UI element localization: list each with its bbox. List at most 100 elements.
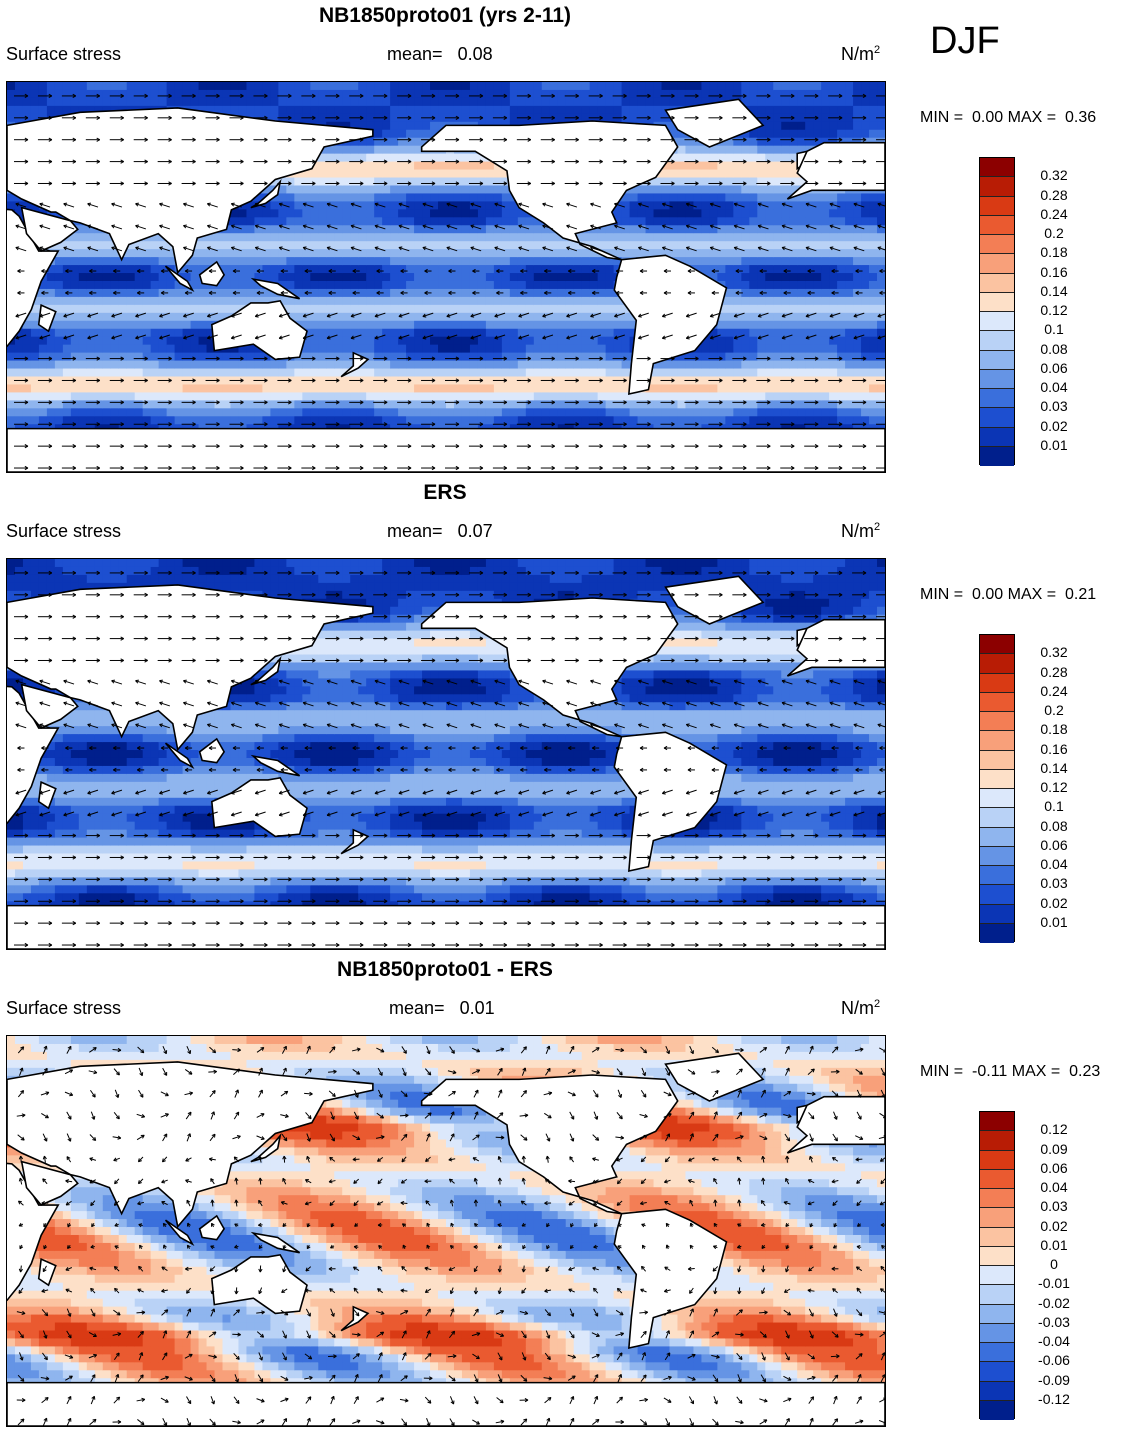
land-madagascar — [37, 1257, 57, 1287]
colorbar-swatch — [980, 712, 1014, 732]
land-africa — [7, 685, 60, 825]
panel-ers: ERS Surface stress mean= 0.07 N/m2 — [0, 477, 900, 957]
colorbar-swatch — [980, 885, 1014, 905]
colorbar-tick-label: 0.18 — [1032, 721, 1076, 737]
colorbar-tick-label: 0.1 — [1032, 798, 1076, 814]
colorbar-swatch — [980, 1362, 1014, 1382]
land-nz — [340, 1305, 370, 1332]
colorbar-swatch — [980, 808, 1014, 828]
panel-difference: NB1850proto01 - ERS Surface stress mean=… — [0, 954, 900, 1434]
colorbar-tick-label: 0.28 — [1032, 664, 1076, 680]
colorbar-tick-label: -0.12 — [1032, 1391, 1076, 1407]
land-greenland — [664, 575, 765, 625]
land-africa — [7, 1162, 60, 1302]
land-sumatra — [164, 265, 195, 293]
colorbar-tick-label: -0.04 — [1032, 1333, 1076, 1349]
colorbar-tick-label: 0.04 — [1032, 379, 1076, 395]
colorbar-swatch — [980, 750, 1014, 770]
colorbar-tick-label: 0 — [1032, 1256, 1076, 1272]
colorbar-tick-label: 0.24 — [1032, 683, 1076, 699]
colorbar-tick-label: 0.03 — [1032, 875, 1076, 891]
panel-title: NB1850proto01 - ERS — [0, 958, 890, 982]
land-antarctica — [7, 427, 885, 472]
min-max-readout: MIN = -0.11 MAX = 0.23 — [920, 1063, 1100, 1081]
colorbar — [979, 1111, 1015, 1420]
colorbar-tick-label: -0.09 — [1032, 1372, 1076, 1388]
colorbar-tick-label: 0.08 — [1032, 818, 1076, 834]
min-max-readout: MIN = 0.00 MAX = 0.21 — [920, 586, 1096, 604]
land-antarctica — [7, 1381, 885, 1426]
colorbar-tick-label: 0.28 — [1032, 187, 1076, 203]
colorbar-swatch — [980, 235, 1014, 255]
map-canvas — [7, 1036, 885, 1426]
colorbar-swatch — [980, 331, 1014, 351]
colorbar — [979, 634, 1015, 943]
coastlines — [7, 98, 885, 472]
coastlines — [7, 575, 885, 949]
land-madagascar — [37, 303, 57, 333]
colorbar-panel: MIN = 0.00 MAX = 0.36 0.32 0.28 0.24 0.2 0.1… — [910, 0, 1126, 480]
colorbar-swatch — [980, 196, 1014, 216]
colorbar-tick-label: 0.01 — [1032, 914, 1076, 930]
land-sumatra — [164, 742, 195, 770]
colorbar-tick-label: 0.24 — [1032, 206, 1076, 222]
colorbar-swatch — [980, 1189, 1014, 1209]
field-label: Surface stress — [6, 521, 121, 542]
colorbar-tick-label: 0.06 — [1032, 360, 1076, 376]
colorbar-tick-label: -0.02 — [1032, 1295, 1076, 1311]
land-newguinea — [250, 1231, 301, 1254]
colorbar-swatch — [980, 1343, 1014, 1363]
colorbar-tick-label: -0.03 — [1032, 1314, 1076, 1330]
colorbar-swatch — [980, 654, 1014, 674]
land-namerica — [420, 1074, 679, 1215]
colorbar-swatch — [980, 1208, 1014, 1228]
colorbar-tick-label: 0.32 — [1032, 644, 1076, 660]
colorbar-tick-label: 0.12 — [1032, 302, 1076, 318]
colorbar — [979, 157, 1015, 466]
land-europe — [786, 141, 885, 200]
land-africa — [7, 208, 60, 348]
stress-vectors — [13, 93, 885, 471]
colorbar-swatch — [980, 1131, 1014, 1151]
colorbar-tick-label: -0.01 — [1032, 1275, 1076, 1291]
land-samerica — [613, 731, 728, 873]
land-arabia — [20, 206, 79, 253]
colorbar-swatch — [980, 1400, 1014, 1420]
colorbar-tick-label: 0.03 — [1032, 1198, 1076, 1214]
field-label: Surface stress — [6, 44, 121, 65]
colorbar-swatch — [980, 769, 1014, 789]
colorbar-swatch — [980, 692, 1014, 712]
colorbar-swatch — [980, 1285, 1014, 1305]
colorbar-tick-label: 0.03 — [1032, 398, 1076, 414]
colorbar-tick-label: 0.09 — [1032, 1141, 1076, 1157]
colorbar-panel: MIN = -0.11 MAX = 0.23 0.12 0.09 0.06 0.04 0… — [910, 954, 1126, 1434]
land-europe — [786, 618, 885, 677]
panel-title: ERS — [0, 481, 890, 505]
land-eurasia — [7, 107, 374, 275]
colorbar-swatch — [980, 350, 1014, 370]
season-label: DJF — [930, 20, 1000, 63]
land-sumatra — [164, 1219, 195, 1247]
colorbar-tick-label: 0.14 — [1032, 760, 1076, 776]
colorbar-tick-label: 0.14 — [1032, 283, 1076, 299]
land-samerica — [613, 1208, 728, 1350]
colorbar-swatch — [980, 1323, 1014, 1343]
colorbar-panel: MIN = 0.00 MAX = 0.21 0.32 0.28 0.24 0.2 0.1… — [910, 477, 1126, 957]
colorbar-swatch — [980, 1246, 1014, 1266]
colorbar-swatch — [980, 273, 1014, 293]
colorbar-tick-label: 0.01 — [1032, 437, 1076, 453]
colorbar-tick-label: 0.1 — [1032, 321, 1076, 337]
units-label: N/m2 — [841, 521, 880, 542]
colorbar-swatch — [980, 1304, 1014, 1324]
panel-title: NB1850proto01 (yrs 2-11) — [0, 4, 890, 28]
land-borneo — [198, 260, 226, 287]
land-eurasia — [7, 584, 374, 752]
colorbar-swatch — [980, 827, 1014, 847]
land-borneo — [198, 1214, 226, 1241]
colorbar-tick-label: 0.02 — [1032, 418, 1076, 434]
panel-model: NB1850proto01 (yrs 2-11) Surface stress … — [0, 0, 900, 480]
colorbar-tick-label: 0.04 — [1032, 1179, 1076, 1195]
colorbar-tick-label: 0.12 — [1032, 779, 1076, 795]
mean-label: mean= 0.07 — [387, 521, 493, 542]
colorbar-tick-label: 0.16 — [1032, 264, 1076, 280]
